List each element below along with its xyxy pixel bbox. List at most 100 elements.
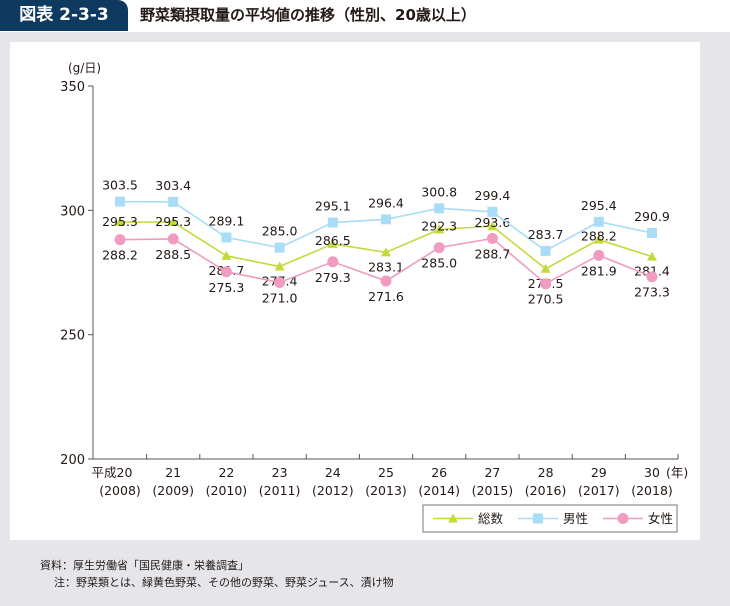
x-tick-label: 21 bbox=[165, 465, 181, 480]
x-tick-year-label: (2013) bbox=[365, 483, 407, 498]
footnote: 注：野菜類とは、緑黄色野菜、その他の野菜、野菜ジュース、漬け物 bbox=[54, 576, 394, 589]
data-point-triangle bbox=[168, 217, 179, 227]
x-tick-year-label: (2011) bbox=[259, 483, 301, 498]
data-point-square bbox=[647, 227, 657, 238]
x-tick-year-label: (2012) bbox=[312, 483, 354, 498]
data-label: 275.3 bbox=[209, 280, 245, 295]
data-label: 288.5 bbox=[155, 247, 191, 262]
data-point-triangle bbox=[274, 261, 285, 271]
data-point-square bbox=[434, 203, 445, 214]
legend-label: 男性 bbox=[563, 511, 588, 526]
x-tick-year-label: (2018) bbox=[631, 483, 673, 498]
x-tick-year-label: (2017) bbox=[578, 483, 620, 498]
notes: 資料：厚生労働省「国民健康・栄養調査」 注：野菜類とは、緑黄色野菜、その他の野菜… bbox=[40, 557, 394, 591]
data-label: 283.7 bbox=[528, 227, 564, 242]
data-label: 271.6 bbox=[368, 289, 404, 304]
legend-marker-circle bbox=[617, 513, 629, 524]
x-tick-label: 23 bbox=[272, 465, 288, 480]
legend-marker-triangle bbox=[448, 513, 458, 523]
data-label: 281.9 bbox=[581, 263, 617, 278]
data-label: 296.4 bbox=[368, 195, 404, 210]
data-point-square bbox=[115, 196, 125, 207]
data-label: 286.5 bbox=[315, 233, 351, 248]
data-label: 295.1 bbox=[315, 199, 351, 214]
data-label: 295.4 bbox=[581, 198, 617, 213]
data-point-square bbox=[168, 196, 179, 207]
data-point-circle bbox=[486, 232, 498, 244]
data-label: 283.1 bbox=[368, 259, 404, 274]
x-tick-label: 26 bbox=[431, 465, 447, 480]
data-point-circle bbox=[327, 256, 339, 268]
data-point-triangle bbox=[487, 221, 498, 231]
data-point-triangle bbox=[540, 263, 551, 273]
data-label: 285.0 bbox=[262, 224, 298, 239]
data-point-square bbox=[221, 232, 232, 243]
x-tick-label: 平成20 bbox=[92, 465, 133, 480]
figure-number: 図表 2-3-3 bbox=[0, 0, 128, 31]
x-tick-year-label: (2008) bbox=[99, 483, 141, 498]
data-label: 271.0 bbox=[262, 290, 298, 305]
x-tick-year-label: (2009) bbox=[152, 483, 194, 498]
data-point-square bbox=[593, 216, 604, 227]
x-axis-unit-label: (年) bbox=[666, 465, 688, 480]
data-point-square bbox=[381, 214, 391, 225]
data-point-square bbox=[274, 242, 285, 253]
x-tick-label: 27 bbox=[484, 465, 500, 480]
data-label: 285.0 bbox=[421, 256, 457, 271]
legend-label: 総数 bbox=[478, 511, 504, 526]
chart-area bbox=[10, 42, 700, 540]
data-point-square bbox=[327, 217, 338, 228]
data-point-triangle bbox=[115, 217, 125, 227]
data-label: 293.6 bbox=[475, 215, 511, 230]
data-point-circle bbox=[433, 242, 445, 254]
data-label: 288.2 bbox=[581, 229, 617, 244]
legend-label: 女性 bbox=[648, 511, 673, 526]
x-tick-label: 24 bbox=[325, 465, 341, 480]
x-tick-year-label: (2016) bbox=[525, 483, 567, 498]
figure-title: 野菜類摂取量の平均値の推移（性別、20歳以上） bbox=[140, 6, 476, 24]
data-point-triangle bbox=[221, 250, 232, 260]
data-point-triangle bbox=[381, 247, 391, 257]
data-label: 295.3 bbox=[102, 214, 138, 229]
y-axis-label: (g/日) bbox=[68, 61, 101, 75]
data-label: 292.3 bbox=[421, 218, 457, 233]
data-point-circle bbox=[274, 276, 286, 288]
data-label: 288.7 bbox=[475, 246, 511, 261]
data-point-circle bbox=[114, 234, 126, 246]
data-point-circle bbox=[646, 271, 658, 283]
data-point-circle bbox=[593, 249, 605, 261]
data-label: 290.9 bbox=[634, 209, 670, 224]
data-label: 300.8 bbox=[421, 184, 457, 199]
x-tick-label: 30 bbox=[644, 465, 660, 480]
data-label: 279.3 bbox=[315, 270, 351, 285]
data-point-square bbox=[540, 245, 551, 256]
data-label: 281.4 bbox=[634, 264, 670, 279]
data-label: 288.2 bbox=[102, 248, 138, 263]
x-tick-label: 22 bbox=[218, 465, 234, 480]
data-point-triangle bbox=[434, 224, 445, 234]
x-tick-year-label: (2015) bbox=[472, 483, 514, 498]
x-tick-label: 25 bbox=[378, 465, 394, 480]
source-note: 資料：厚生労働省「国民健康・栄養調査」 bbox=[40, 559, 249, 572]
data-point-circle bbox=[540, 278, 552, 290]
x-tick-label: 29 bbox=[591, 465, 607, 480]
legend-marker-square bbox=[533, 513, 543, 524]
data-label: 299.4 bbox=[475, 188, 511, 203]
data-label: 303.5 bbox=[102, 178, 138, 193]
x-tick-label: 28 bbox=[538, 465, 554, 480]
data-label: 303.4 bbox=[155, 178, 191, 193]
y-tick-label: 250 bbox=[60, 329, 85, 344]
data-point-circle bbox=[220, 266, 232, 278]
data-label: 270.5 bbox=[528, 292, 564, 307]
data-point-triangle bbox=[593, 234, 604, 244]
y-tick-label: 350 bbox=[60, 80, 85, 95]
y-tick-label: 200 bbox=[60, 453, 85, 468]
data-point-square bbox=[487, 206, 498, 217]
data-point-circle bbox=[380, 275, 392, 287]
y-tick-label: 300 bbox=[60, 204, 85, 219]
data-label: 273.3 bbox=[634, 285, 670, 300]
data-point-triangle bbox=[647, 251, 657, 261]
data-label: 295.3 bbox=[155, 214, 191, 229]
data-label: 289.1 bbox=[209, 213, 245, 228]
